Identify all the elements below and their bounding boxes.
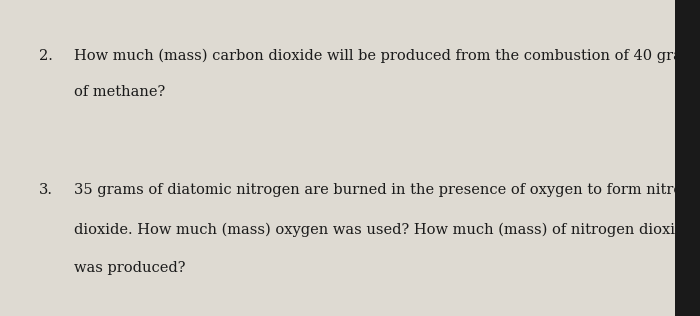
- Text: 2.: 2.: [38, 49, 52, 63]
- Text: dioxide. How much (mass) oxygen was used? How much (mass) of nitrogen dioxide: dioxide. How much (mass) oxygen was used…: [74, 223, 692, 237]
- Text: How much (mass) carbon dioxide will be produced from the combustion of 40 grams: How much (mass) carbon dioxide will be p…: [74, 49, 700, 64]
- Text: of methane?: of methane?: [74, 85, 164, 99]
- Bar: [675, 0, 700, 316]
- Text: 35 grams of diatomic nitrogen are burned in the presence of oxygen to form nitro: 35 grams of diatomic nitrogen are burned…: [74, 183, 700, 197]
- Text: 3.: 3.: [38, 183, 52, 197]
- Text: was produced?: was produced?: [74, 261, 185, 275]
